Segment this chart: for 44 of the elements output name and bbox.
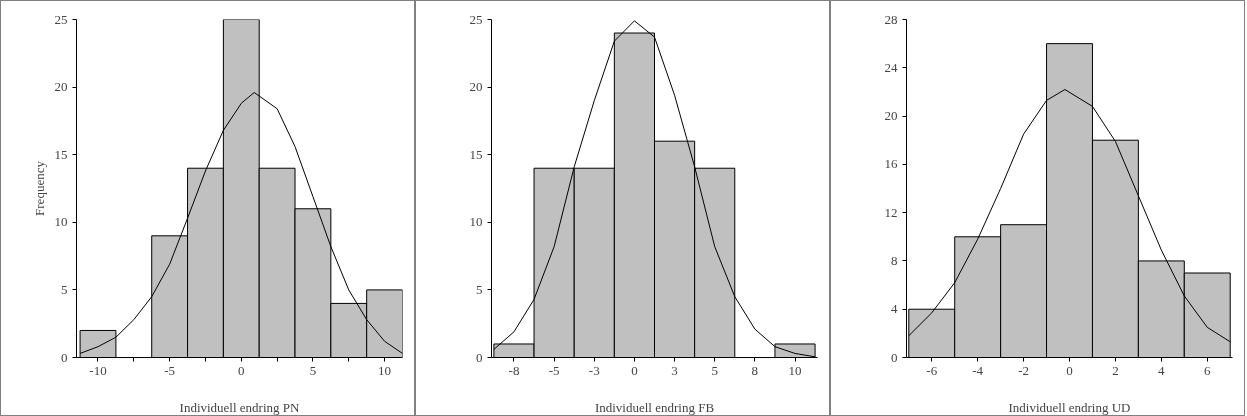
y-tick-label: 25 <box>54 11 68 27</box>
x-tick-label: -5 <box>164 362 176 378</box>
y-tick-label: 20 <box>54 79 68 95</box>
y-tick-label: 15 <box>54 146 68 162</box>
x-tick-label: 2 <box>1112 362 1119 378</box>
x-tick-label: -8 <box>508 362 520 378</box>
x-tick-label: 0 <box>1066 362 1073 378</box>
y-tick-label: 20 <box>469 79 483 95</box>
y-tick-label: 0 <box>61 349 68 365</box>
x-tick-label: 4 <box>1158 362 1166 378</box>
x-tick-label: 10 <box>788 362 802 378</box>
x-tick-label: 6 <box>1204 362 1211 378</box>
y-tick-label: 4 <box>891 301 898 317</box>
x-tick-label: -4 <box>972 362 984 378</box>
y-tick-label: 5 <box>61 281 68 297</box>
y-tick-label: 20 <box>884 108 898 124</box>
y-tick-label: 25 <box>469 11 483 27</box>
x-tick-label: -3 <box>588 362 600 378</box>
y-tick-label: 0 <box>476 349 483 365</box>
x-tick-label: -2 <box>1018 362 1030 378</box>
y-tick-label: 5 <box>476 281 483 297</box>
y-tick-label: 12 <box>884 204 898 220</box>
y-axis-title: Frequency <box>31 160 47 216</box>
x-tick-label: 8 <box>751 362 759 378</box>
x-tick-label: 5 <box>711 362 718 378</box>
x-tick-label: 3 <box>671 362 678 378</box>
x-tick-label: 0 <box>238 362 245 378</box>
y-tick-label: 0 <box>891 349 898 365</box>
x-axis-title: Individuell endring FB <box>594 399 715 415</box>
x-tick-label: -10 <box>89 362 107 378</box>
x-axis-title: Individuell endring UD <box>1008 399 1131 415</box>
y-tick-label: 10 <box>469 214 483 230</box>
x-tick-label: 10 <box>378 362 392 378</box>
y-tick-label: 8 <box>891 252 898 268</box>
x-tick-label: -6 <box>926 362 938 378</box>
y-tick-label: 10 <box>54 214 68 230</box>
y-tick-label: 24 <box>884 59 898 75</box>
x-tick-label: 0 <box>631 362 638 378</box>
y-tick-label: 15 <box>469 146 483 162</box>
x-tick-label: -5 <box>548 362 560 378</box>
y-tick-label: 16 <box>884 156 898 172</box>
x-tick-label: 5 <box>309 362 317 378</box>
y-tick-label: 28 <box>884 11 898 27</box>
x-axis-title: Individuell endring PN <box>179 399 301 415</box>
